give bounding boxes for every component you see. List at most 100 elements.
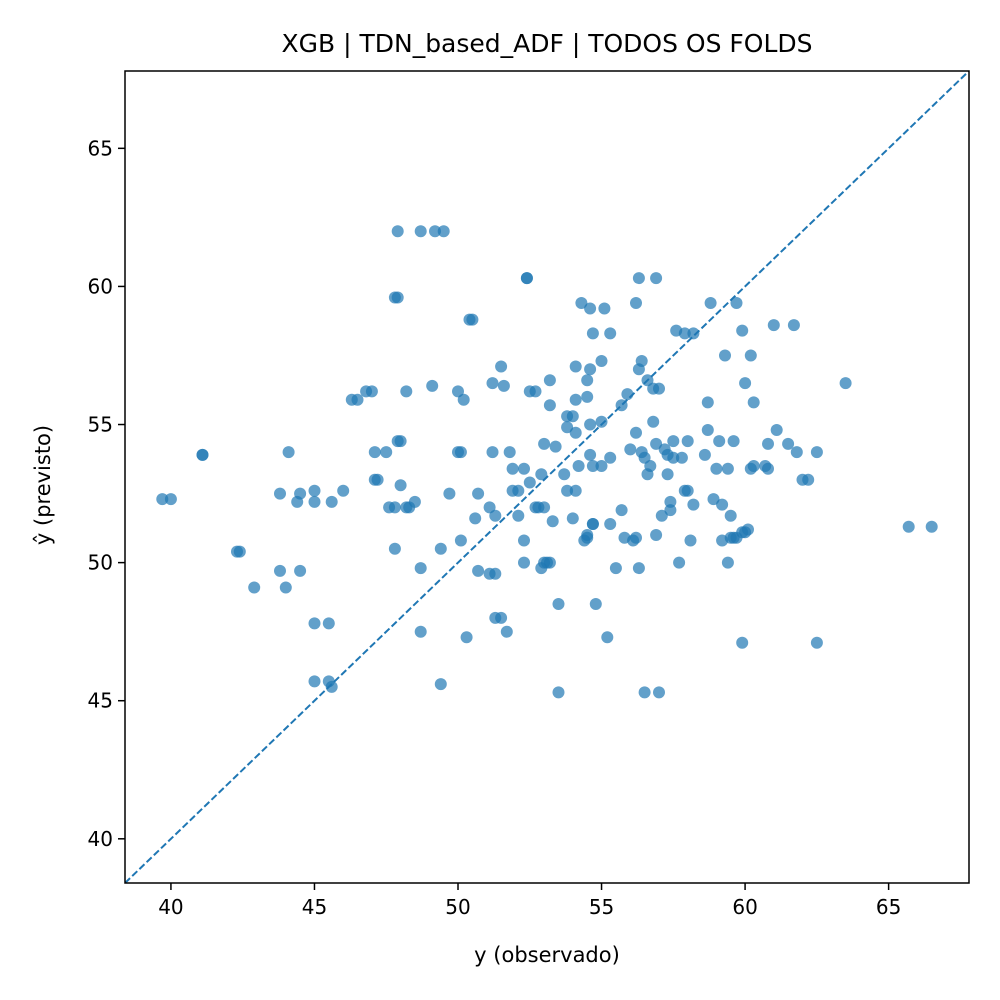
data-point [802,473,815,486]
data-point [394,435,407,448]
data-point [701,424,714,436]
data-point [653,382,665,395]
y-tick-label: 55 [88,413,113,437]
data-point [667,451,680,464]
data-point [719,349,731,362]
data-point [518,534,530,547]
data-point [282,446,295,459]
data-point [535,468,548,481]
x-tick-label: 60 [732,895,757,919]
data-point [747,460,760,472]
data-point [716,498,729,511]
data-point [664,504,677,517]
data-point [322,617,335,630]
data-point [503,446,516,459]
data-point [762,462,774,475]
data-point [294,487,307,500]
data-point [595,415,608,428]
x-tick-label: 40 [158,895,183,919]
plot-area: 40 45 50 55 60 65 40 45 50 55 60 65 [88,70,970,919]
data-point [308,495,321,508]
data-point [337,484,350,497]
data-point [561,484,574,497]
data-point [721,556,734,569]
y-tick-label: 60 [88,274,113,298]
data-point [434,678,447,691]
x-axis-label: y (observado) [474,943,620,967]
x-tick-label: 50 [445,895,470,919]
data-point [604,327,617,340]
data-point [569,360,582,373]
data-point [472,564,485,577]
data-point [713,435,726,448]
data-point [546,515,559,528]
data-point [604,451,617,464]
data-point [523,476,536,489]
data-point [391,291,404,304]
data-point [308,675,321,688]
data-point [810,636,823,649]
data-point [586,460,599,472]
data-point [575,297,588,309]
data-point [698,448,711,461]
data-point [747,396,760,409]
data-point [388,501,401,514]
data-point [581,374,594,387]
data-point [721,462,734,475]
data-point [630,531,642,544]
data-point [681,484,694,497]
data-point [500,625,513,638]
data-point [595,355,608,367]
data-point [584,418,597,431]
data-point [589,598,602,610]
data-point [584,302,597,315]
data-point [279,581,292,594]
data-point [584,448,597,461]
data-point [615,504,628,517]
data-point [351,393,364,406]
data-point [196,448,209,461]
data-point [675,451,688,464]
data-point [457,393,470,406]
data-point [704,297,717,309]
data-point [782,437,795,450]
plot-frame [124,70,970,884]
data-point [667,435,680,448]
data-point [762,437,774,450]
data-point [414,625,427,638]
data-point [325,680,338,693]
data-point [707,493,720,506]
data-point [512,484,525,497]
data-point [630,426,642,439]
data-point [549,440,562,453]
data-point [429,225,441,238]
data-point [543,556,556,569]
data-point [586,327,599,340]
data-point [678,327,691,340]
y-tick-label: 45 [88,689,113,713]
data-point [520,272,533,285]
data-point [581,390,594,403]
data-point [681,435,694,448]
data-point [635,355,648,367]
data-point [408,495,421,508]
data-point [684,534,697,547]
data-point [701,396,714,409]
data-point [489,509,502,522]
data-point [497,379,510,392]
data-point [673,556,686,569]
data-point [724,509,737,522]
data-point [156,493,169,506]
data-point [569,393,582,406]
data-point [581,531,594,544]
data-point [736,324,749,337]
data-point [650,529,663,541]
data-point [638,686,651,699]
data-point [518,556,530,569]
data-point [601,631,614,644]
data-point [164,493,177,506]
x-tick-label: 45 [302,895,327,919]
data-point [512,509,525,522]
data-point [609,562,622,575]
